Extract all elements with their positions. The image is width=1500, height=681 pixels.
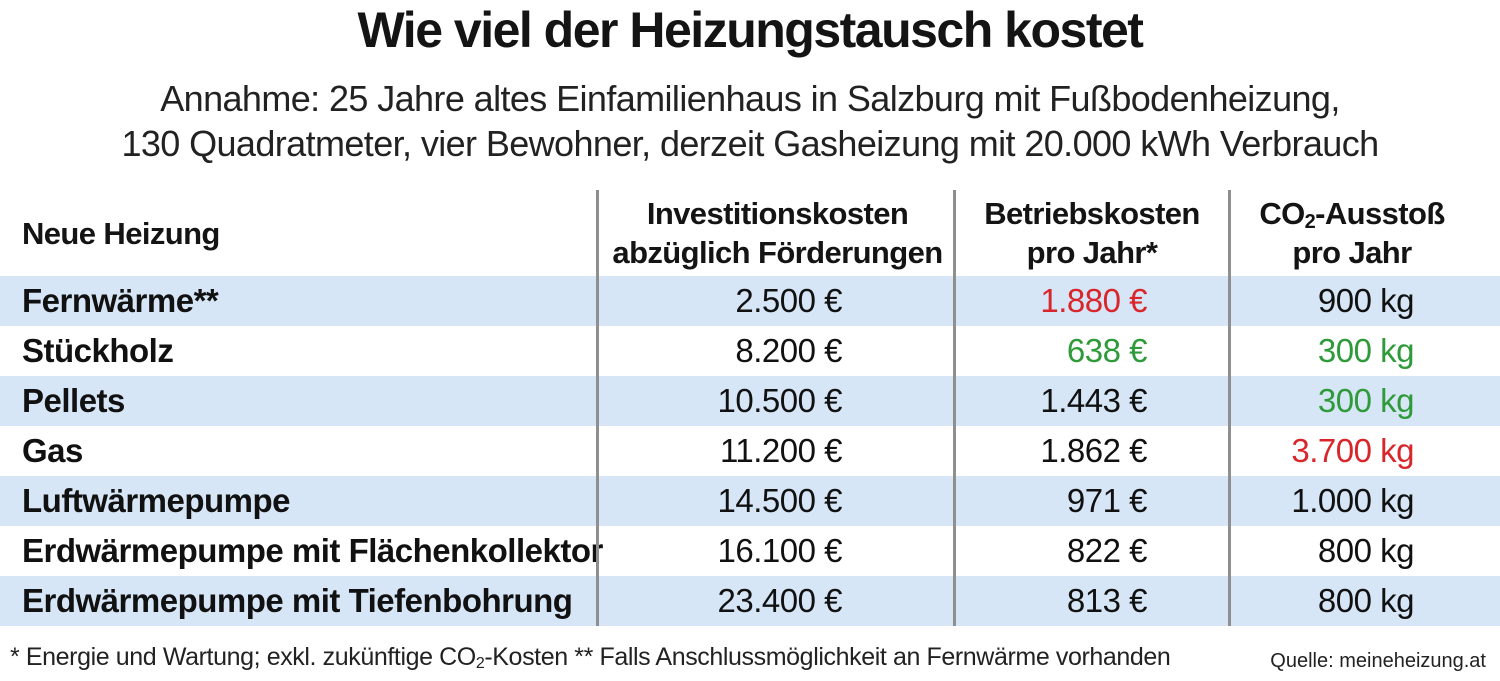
header-investment-line2: abzüglich Förderungen [612,235,943,270]
operating-cost-cell: 1.862 € [1040,432,1147,469]
table-row: Erdwärmepumpe mit Tiefenbohrung 23.400 € 8… [0,576,1500,626]
operating-cost-cell: 822 € [1066,532,1148,569]
table-row: Fernwärme** 2.500 € 1.880 € 900 kg [0,276,1500,326]
header-operating: Betriebskosten pro Jahr* [957,190,1227,276]
footnote-part1: * Energie und Wartung; exkl. zukünftige … [10,643,476,671]
header-co2: CO2-Ausstoß pro Jahr [1232,190,1472,276]
header-investment-line1: Investitionskosten [646,196,909,231]
co2-emission-cell: 1.000 kg [1291,482,1414,519]
heating-name-cell: Erdwärmepumpe mit Flächenkollektor [22,532,603,569]
heating-name-cell: Stückholz [22,332,174,369]
investment-cost-cell: 16.100 € [717,532,843,569]
header-investment: Investitionskosten abzüglich Förderungen [600,190,955,276]
heating-name-cell: Luftwärmepumpe [22,482,291,519]
heating-name-cell: Fernwärme** [22,282,219,319]
operating-cost-cell: 971 € [1066,482,1148,519]
footnote: * Energie und Wartung; exkl. zukünftige … [10,640,1171,674]
column-divider-2 [953,190,956,626]
investment-cost-cell: 14.500 € [717,482,843,519]
header-co2-line2: pro Jahr [1292,235,1412,270]
column-divider-3 [1228,190,1231,626]
heating-name-cell: Erdwärmepumpe mit Tiefenbohrung [22,582,573,619]
heating-name-cell: Pellets [22,382,125,419]
header-co2-subscript: 2 [1304,211,1316,233]
table-row: Luftwärmepumpe 14.500 € 971 € 1.000 kg [0,476,1500,526]
operating-cost-cell: 1.443 € [1040,382,1147,419]
source-label: Quelle: meineheizung.at [1270,650,1486,672]
subtitle-line-2: 130 Quadratmeter, vier Bewohner, derzeit… [121,123,1379,164]
header-operating-line1: Betriebskosten [984,196,1200,231]
heating-name-cell: Gas [22,432,83,469]
operating-cost-cell: 638 € [1066,332,1148,369]
header-co2-prefix: CO [1259,196,1305,231]
header-operating-line2: pro Jahr* [1026,235,1158,270]
co2-emission-cell: 300 kg [1317,332,1415,369]
co2-emission-cell: 3.700 kg [1291,432,1414,469]
investment-cost-cell: 10.500 € [717,382,843,419]
co2-emission-cell: 300 kg [1317,382,1415,419]
header-co2-suffix: -Ausstoß [1315,196,1445,231]
page-title: Wie viel der Heizungstausch kostet [357,2,1144,58]
header-co2-line1: CO2-Ausstoß [1232,194,1472,233]
co2-emission-cell: 800 kg [1317,532,1415,569]
investment-cost-cell: 11.200 € [719,432,843,469]
table-row: Gas 11.200 € 1.862 € 3.700 kg [0,426,1500,476]
co2-emission-cell: 800 kg [1317,582,1415,619]
footnote-subscript: 2 [475,655,485,672]
header-heating: Neue Heizung [22,190,582,276]
investment-cost-cell: 2.500 € [735,282,842,319]
column-divider-1 [596,190,599,626]
table-row: Stückholz 8.200 € 638 € 300 kg [0,326,1500,376]
footnote-part2: -Kosten ** Falls Anschlussmöglichkeit an… [484,643,1171,671]
cost-table: Neue Heizung Investitionskosten abzüglic… [0,190,1500,626]
investment-cost-cell: 8.200 € [735,332,842,369]
table-row: Erdwärmepumpe mit Flächenkollektor 16.100… [0,526,1500,576]
subtitle-line-1: Annahme: 25 Jahre altes Einfamilienhaus … [160,78,1340,119]
table-row: Pellets 10.500 € 1.443 € 300 kg [0,376,1500,426]
operating-cost-cell: 1.880 € [1040,282,1147,319]
investment-cost-cell: 23.400 € [717,582,843,619]
operating-cost-cell: 813 € [1066,582,1148,619]
co2-emission-cell: 900 kg [1317,282,1415,319]
header-heating-line1: Neue Heizung [22,215,220,251]
